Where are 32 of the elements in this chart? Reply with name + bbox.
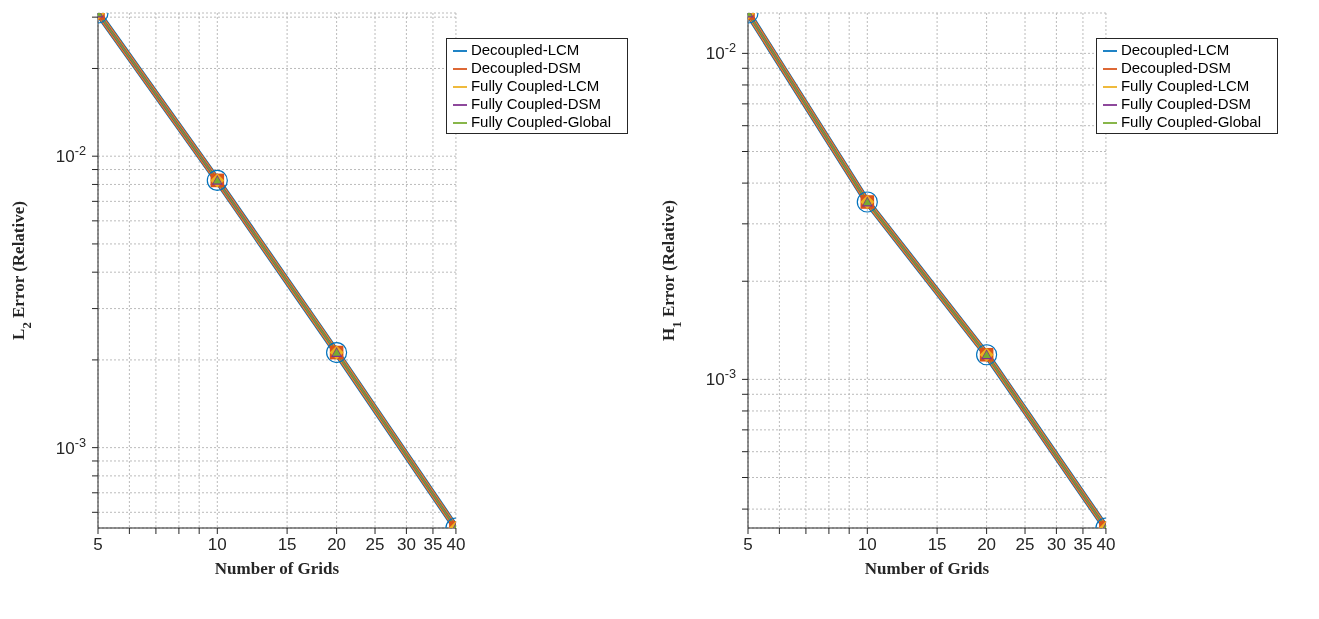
y-tick-label: 10$^{-2}$: [55, 142, 86, 167]
y-tick-label: 10$^{-3}$: [705, 365, 736, 390]
legend-label: Fully Coupled-DSM: [1120, 95, 1251, 112]
x-tick-label: 30: [1046, 535, 1066, 554]
x-axis-title: Number of Grids: [214, 559, 340, 578]
x-tick-label: 25: [365, 535, 385, 554]
x-tick-label: 40: [1096, 535, 1116, 554]
y-tick-label: 10$^{-2}$: [705, 39, 736, 64]
legend-label: Fully Coupled-DSM: [470, 95, 601, 112]
x-tick-label: 20: [327, 535, 347, 554]
x-tick-label: 20: [977, 535, 997, 554]
x-tick-label: 35: [423, 535, 443, 554]
legend-label: Fully Coupled-Global: [470, 113, 611, 130]
x-tick-label: 5: [743, 535, 753, 554]
legend-label: Fully Coupled-Global: [1120, 113, 1261, 130]
legend-label: Decoupled-LCM: [1120, 41, 1230, 58]
x-tick-label: 10: [857, 535, 877, 554]
x-tick-label: 15: [277, 535, 297, 554]
x-axis-title: Number of Grids: [864, 559, 990, 578]
legend-label: Decoupled-DSM: [470, 59, 581, 76]
y-tick-label: 10$^{-3}$: [55, 434, 86, 458]
x-tick-label: 30: [396, 535, 416, 554]
x-tick-label: 5: [93, 535, 103, 554]
legend-label: Decoupled-LCM: [470, 41, 580, 58]
legend-label: Fully Coupled-LCM: [1120, 77, 1250, 94]
legend-label: Fully Coupled-LCM: [470, 77, 600, 94]
x-tick-label: 35: [1073, 535, 1093, 554]
legend-label: Decoupled-DSM: [1120, 59, 1231, 76]
x-tick-label: 25: [1015, 535, 1035, 554]
x-tick-label: 40: [446, 535, 466, 554]
x-tick-label: 10: [207, 535, 227, 554]
x-tick-label: 15: [927, 535, 947, 554]
